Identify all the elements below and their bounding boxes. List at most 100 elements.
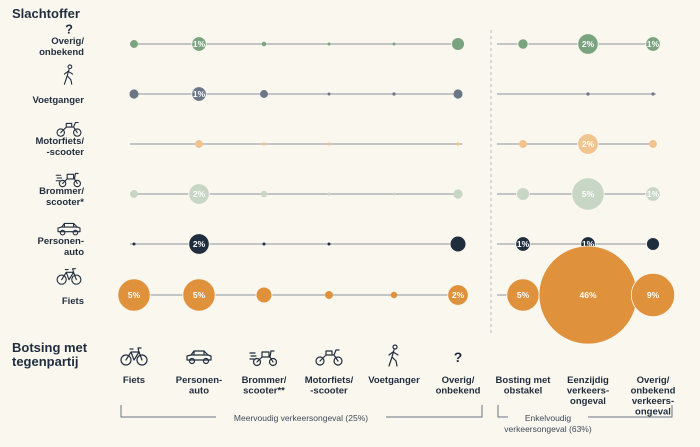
column-label-5-0: Overig/ xyxy=(442,375,475,386)
bubble-r3-c6 xyxy=(516,187,530,201)
column-question-mark-icon-5 xyxy=(453,349,463,365)
bubble-r0-c8 xyxy=(645,36,661,52)
bubble-label-r5-c7: 46% xyxy=(579,290,596,300)
bubble-r5-c4 xyxy=(390,291,398,299)
victim-heading: Slachtoffer xyxy=(12,6,80,21)
bubble-r5-c8 xyxy=(630,272,676,318)
column-label-7-1: verkeers- xyxy=(567,386,609,397)
bubble-r1-c3 xyxy=(327,92,331,96)
bubble-r5-c2 xyxy=(255,286,273,304)
bubble-r4-c1 xyxy=(188,233,210,255)
bubble-label-r3-c7: 5% xyxy=(582,189,595,199)
column-label-2-0: Brommer/ xyxy=(242,375,287,386)
column-label-1-1: auto xyxy=(189,386,209,397)
bicycle-icon xyxy=(56,268,82,285)
row-label-2-0: Motorfiets/ xyxy=(35,136,84,147)
column-label-6-0: Bosting met xyxy=(496,375,552,386)
bubble-label-r1-c1: 1% xyxy=(193,89,206,99)
group-label-single-bg xyxy=(508,413,588,423)
bubble-r4-c8 xyxy=(646,237,660,251)
bubble-r0-c4 xyxy=(392,42,396,46)
bubble-r0-c6 xyxy=(517,38,529,50)
bubble-label-r0-c8: 1% xyxy=(647,39,660,49)
bubble-label-r5-c5: 2% xyxy=(452,290,465,300)
bubble-label-r4-c7: 1% xyxy=(582,239,595,249)
column-label-8-2: verkeers- xyxy=(632,396,674,407)
bubble-label-r3-c1: 2% xyxy=(193,189,206,199)
bubble-label-r0-c7: 2% xyxy=(582,39,595,49)
pedestrian-icon xyxy=(63,64,74,85)
row-label-0-1: onbekend xyxy=(39,47,84,58)
column-label-3-1: -scooter xyxy=(310,386,348,397)
bubble-label-r0-c1: 1% xyxy=(193,39,206,49)
bubble-r4-c6 xyxy=(515,236,531,252)
bubble-label-r5-c0: 5% xyxy=(128,290,141,300)
column-label-3-0: Motorfiets/ xyxy=(305,375,354,386)
bubble-r2-c8 xyxy=(649,140,657,148)
row-label-3-0: Brommer/ xyxy=(39,186,84,197)
question-mark-icon xyxy=(65,21,74,37)
column-label-5-1: onbekend xyxy=(436,386,481,397)
bubble-r4-c0 xyxy=(132,242,136,246)
bubble-r3-c8 xyxy=(645,186,661,202)
row-label-4-0: Personen- xyxy=(38,236,84,247)
bubble-r3-c7 xyxy=(571,177,605,211)
column-label-4-0: Voetganger xyxy=(368,375,420,386)
bubble-label-r3-c8: 1% xyxy=(647,189,660,199)
bubble-r1-c4 xyxy=(392,92,396,96)
car-icon xyxy=(57,222,81,236)
bubble-r1-c1 xyxy=(191,86,207,102)
bubble-r2-c2 xyxy=(262,142,266,146)
bubble-label-r5-c1: 5% xyxy=(193,290,206,300)
bubble-r0-c5 xyxy=(451,37,465,51)
group-label-single-line2: verkeersongeval (63%) xyxy=(504,424,592,434)
bubble-label-r4-c1: 2% xyxy=(193,239,206,249)
bubble-r0-c2 xyxy=(261,41,267,47)
group-label-single-line1: Enkelvoudig xyxy=(525,413,572,423)
bubble-r2-c1 xyxy=(195,140,203,148)
column-label-7-0: Eenzijdig xyxy=(567,375,609,386)
bubble-r3-c2 xyxy=(260,190,268,198)
bubble-r2-c3 xyxy=(327,142,331,146)
column-label-6-1: obstakel xyxy=(504,386,543,397)
bubble-r4-c5 xyxy=(449,235,467,253)
column-label-2-1: scooter** xyxy=(243,386,285,397)
column-label-8-3: ongeval xyxy=(635,407,671,418)
bubble-r1-c5 xyxy=(453,89,463,99)
bubble-r3-c3 xyxy=(327,192,331,196)
bubble-r1-c7 xyxy=(586,92,590,96)
bubble-r1-c2 xyxy=(260,90,268,98)
bubble-r4-c2 xyxy=(262,242,266,246)
bubble-label-r2-c7: 2% xyxy=(582,139,595,149)
bubble-r5-c5 xyxy=(447,284,469,306)
column-label-7-2: ongeval xyxy=(570,396,606,407)
group-label-multi-bg xyxy=(216,413,386,423)
bubble-r0-c7 xyxy=(577,33,599,55)
row-label-1-0: Voetganger xyxy=(32,95,84,106)
bubble-r2-c5 xyxy=(456,142,460,146)
bubble-r2-c7 xyxy=(577,133,599,155)
row-label-3-1: scooter* xyxy=(46,197,84,208)
column-car-icon-1 xyxy=(186,350,212,365)
bubble-label-r5-c8: 9% xyxy=(647,290,660,300)
column-label-8-1: onbekend xyxy=(631,386,676,397)
bubble-r0-c1 xyxy=(191,36,207,52)
bubble-r0-c0 xyxy=(130,40,138,48)
motorcycle-icon xyxy=(56,121,82,137)
bubble-r2-c6 xyxy=(519,140,527,148)
bubble-r4-c3 xyxy=(327,242,331,246)
bubble-r0-c3 xyxy=(327,42,331,46)
bubble-label-r5-c6: 5% xyxy=(517,290,530,300)
column-moped-icon-2 xyxy=(249,350,278,367)
column-pedestrian-icon-4 xyxy=(388,344,399,367)
column-motorcycle-icon-3 xyxy=(315,349,343,366)
column-label-0-0: Fiets xyxy=(123,375,145,386)
bubble-r1-c8 xyxy=(651,92,655,96)
bubble-r3-c1 xyxy=(188,183,210,205)
opponent-heading-line1: Botsing met xyxy=(12,340,88,355)
bubble-r3-c0 xyxy=(130,190,138,198)
bubble-r5-c3 xyxy=(325,291,333,299)
row-label-5-0: Fiets xyxy=(62,296,84,307)
